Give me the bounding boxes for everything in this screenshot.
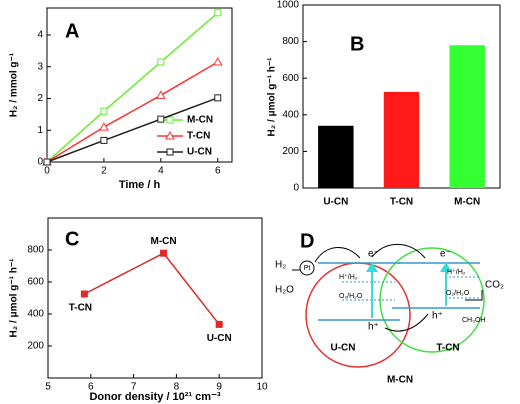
x-tick-label: 9: [216, 382, 222, 393]
arrowhead: [366, 262, 378, 272]
x-tick-label: U-CN: [323, 197, 348, 208]
label: O₂/H₂O: [339, 293, 363, 300]
y-tick-label: 600: [27, 277, 44, 288]
label: Pt: [304, 265, 311, 272]
x-tick-label: 6: [88, 382, 94, 393]
label: h⁺: [368, 322, 379, 333]
label: H₂: [275, 260, 286, 271]
y-tick-label: 800: [282, 36, 299, 47]
y-tick-label: 200: [282, 146, 299, 157]
y-tick-label: 3: [37, 61, 43, 72]
panel-label: A: [65, 20, 79, 42]
marker: [157, 115, 165, 123]
marker: [43, 158, 51, 166]
point-label: M-CN: [151, 236, 177, 247]
electron-transfer: [371, 243, 426, 259]
marker: [214, 9, 222, 17]
marker: [100, 136, 108, 144]
panel-label: B: [350, 33, 364, 55]
panel-label: D: [300, 230, 314, 252]
y-tick-label: 400: [27, 309, 44, 320]
label: U-CN: [331, 343, 356, 354]
label: e⁻: [440, 249, 451, 260]
x-tick-label: 0: [44, 166, 50, 177]
y-tick-label: 600: [282, 73, 299, 84]
legend-label: T-CN: [187, 131, 210, 142]
series-line: [46, 61, 219, 163]
label: CO₂: [485, 280, 504, 291]
x-tick-label: 7: [131, 382, 137, 393]
label: CH₃OH: [462, 317, 485, 324]
y-tick-label: 800: [27, 245, 44, 256]
marker: [215, 320, 223, 328]
label: H₂O: [275, 285, 294, 296]
marker: [212, 56, 223, 66]
marker: [100, 107, 108, 115]
label: M-CN: [387, 375, 413, 386]
x-tick-label: T-CN: [390, 197, 413, 208]
series-line: [46, 12, 219, 163]
bar: [449, 45, 485, 189]
x-tick-label: 8: [174, 382, 180, 393]
y-tick-label: 400: [282, 109, 299, 120]
electron-transfer: [314, 247, 361, 263]
y-axis-title: H₂ / μmol g⁻¹ h⁻¹: [9, 258, 20, 338]
point-label: U-CN: [207, 333, 232, 344]
x-tick-label: M-CN: [454, 197, 480, 208]
y-tick-label: 0: [293, 183, 299, 194]
hole-transfer: [384, 313, 429, 332]
arrowhead: [440, 262, 452, 272]
x-tick-label: 2: [101, 166, 107, 177]
co2-arrow: [465, 290, 483, 301]
legend-label: U-CN: [187, 147, 212, 158]
x-tick-label: 4: [158, 166, 164, 177]
x-axis-title: Time / h: [119, 179, 161, 191]
point-label: T-CN: [69, 303, 92, 314]
legend-marker: [166, 148, 174, 156]
legend-label: M-CN: [187, 115, 213, 126]
x-tick-label: 5: [45, 382, 51, 393]
series-line: [84, 252, 220, 325]
bar: [383, 91, 420, 188]
marker: [214, 94, 222, 102]
label: H⁺/H₂: [447, 269, 466, 276]
panel-label: C: [65, 228, 79, 250]
marker: [80, 290, 88, 298]
y-tick-label: 2: [37, 93, 43, 104]
u-cn-circle: [305, 262, 411, 368]
legend-marker: [166, 116, 174, 124]
label: h⁺: [432, 311, 443, 322]
bar: [318, 125, 354, 188]
diagram: D Pt e⁻ e⁻ H₂ H₂O H⁺/H₂ O₂/H₂O H⁺/H₂ O₂/…: [275, 230, 504, 385]
y-tick-label: 0: [37, 157, 43, 168]
marker: [155, 90, 166, 99]
x-tick-label: 6: [215, 166, 221, 177]
marker: [157, 58, 165, 66]
label: T-CN: [436, 343, 459, 354]
y-tick-label: 4: [37, 30, 43, 41]
marker: [160, 249, 168, 257]
label: H⁺/H₂: [339, 274, 358, 281]
series-line: [46, 97, 219, 163]
label: O₂/H₂O: [446, 290, 470, 297]
y-tick-label: 1: [37, 125, 43, 136]
x-tick-label: 10: [256, 382, 268, 393]
y-tick-label: 200: [27, 341, 44, 352]
legend-marker: [165, 130, 175, 140]
x-axis-title: Donor density / 10²¹ cm⁻³: [89, 391, 220, 403]
plot-frame: [47, 217, 263, 379]
y-axis-title: H₂ / mmol g⁻¹: [9, 52, 20, 117]
plot-frame: [46, 7, 233, 163]
pt-particle: [299, 260, 315, 276]
label: e⁻: [368, 249, 379, 260]
y-tick-label: 1000: [277, 0, 300, 11]
y-axis-title: H₂ / μmol g⁻¹ h⁻¹: [267, 57, 278, 137]
marker: [99, 122, 109, 131]
